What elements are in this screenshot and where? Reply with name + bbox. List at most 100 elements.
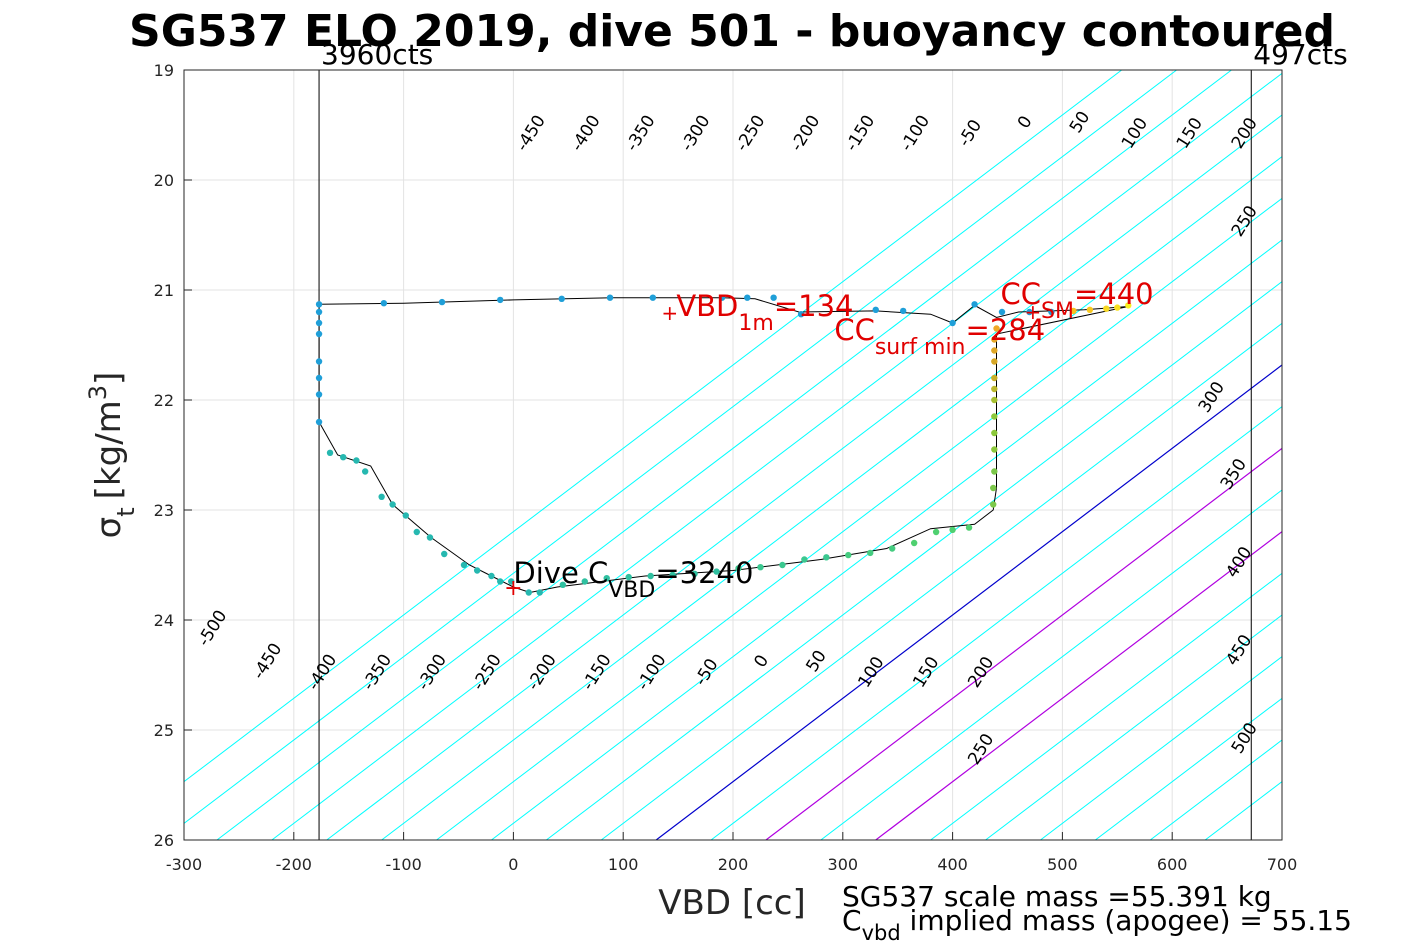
data-point	[991, 396, 998, 404]
buoyancy-contours	[184, 70, 1282, 840]
x-tick-label: 700	[1267, 855, 1298, 874]
data-point	[525, 589, 532, 596]
data-point	[889, 545, 896, 552]
data-point	[801, 556, 808, 563]
y-tick-label: 24	[154, 611, 174, 630]
data-point	[991, 374, 998, 382]
contour-line	[710, 406, 1282, 840]
y-tick-label: 19	[154, 61, 174, 80]
contour-line	[184, 70, 1122, 783]
dive-cvbd-value: =3240	[655, 556, 753, 590]
data-point	[488, 572, 495, 580]
contour-line	[491, 239, 1282, 840]
y-label-close: ]	[89, 372, 129, 385]
data-point	[361, 468, 369, 475]
x-tick-label: 100	[608, 855, 639, 874]
x-axis-label: VBD [cc]	[658, 883, 806, 923]
data-point	[315, 391, 323, 398]
data-point	[1026, 308, 1033, 316]
y-label-sup: 3	[84, 385, 112, 400]
contour-line	[655, 364, 1282, 840]
vbd1m-value: =134	[774, 289, 854, 323]
data-point	[536, 589, 543, 596]
contour-line	[216, 70, 1232, 840]
x-tick-label: 0	[508, 855, 518, 874]
y-axis-label: σt [kg/m3]	[84, 372, 140, 539]
data-point	[991, 468, 998, 475]
data-point	[797, 311, 805, 318]
data-point	[389, 501, 396, 508]
data-point	[315, 319, 323, 327]
data-point	[932, 528, 940, 536]
ccsurf-sub: surf min	[875, 335, 966, 360]
contour-line	[930, 572, 1282, 840]
data-point	[949, 526, 956, 533]
data-point	[1086, 306, 1094, 313]
plus-marker: +	[504, 576, 522, 601]
data-point	[625, 573, 632, 581]
y-label-sub: t	[112, 507, 140, 516]
data-point	[779, 561, 786, 569]
data-point	[508, 578, 515, 585]
data-point	[823, 554, 830, 561]
data-point	[315, 374, 323, 382]
data-point	[1125, 302, 1132, 309]
data-point	[315, 301, 323, 308]
data-point	[460, 561, 468, 569]
data-point	[991, 413, 998, 420]
data-point	[757, 564, 764, 571]
data-point	[497, 578, 504, 585]
data-point	[744, 294, 751, 301]
footer-implied-mass: Cvbd implied mass (apogee) = 55.15	[842, 904, 1352, 945]
data-point	[647, 572, 654, 580]
data-point	[378, 493, 385, 500]
x-tick-label: -100	[385, 855, 421, 874]
data-point	[315, 418, 323, 426]
ccsurf-value: =284	[966, 313, 1046, 347]
data-point	[649, 294, 657, 301]
x-axis-ticks: -300 -200 -100 0 100 200 300 400 500 600 700	[166, 832, 1297, 874]
data-point	[991, 429, 998, 437]
footer-c-sub: vbd	[862, 921, 901, 945]
data-point	[559, 581, 567, 588]
ccsm-value: =440	[1074, 277, 1154, 311]
contour-line	[184, 70, 1177, 824]
data-point	[770, 294, 777, 301]
data-point	[441, 550, 448, 558]
contour-line	[271, 72, 1282, 840]
data-point	[899, 307, 907, 315]
data-point	[991, 347, 998, 354]
data-point	[606, 294, 614, 301]
data-point	[380, 300, 388, 307]
ccsurf-label: CC	[834, 313, 875, 347]
contour-line	[820, 489, 1282, 840]
data-point	[991, 358, 998, 365]
footer-scale-mass: SG537 scale mass =55.391 kg	[842, 880, 1272, 913]
data-point	[713, 568, 720, 575]
trajectory-line	[318, 297, 1129, 594]
contour-line	[546, 281, 1282, 840]
contour-line	[436, 197, 1282, 840]
data-point	[353, 457, 360, 464]
ccsm-label: CC	[1001, 277, 1042, 311]
dive-cvbd-sub: VBD	[608, 578, 655, 603]
data-point	[426, 534, 434, 541]
contour-line	[600, 322, 1282, 840]
y-tick-label: 22	[154, 391, 174, 410]
data-point	[413, 528, 420, 536]
data-point	[326, 449, 334, 456]
y-tick-label: 23	[154, 501, 174, 520]
count-label: 497cts	[1253, 38, 1347, 71]
count-lines: 3960cts 497cts	[318, 38, 1348, 840]
data-point	[867, 549, 874, 557]
ccsurf-annotation: CCsurf min=284	[834, 313, 1045, 360]
vbd1m-label: VBD	[676, 289, 738, 323]
contour-line	[1095, 697, 1282, 840]
x-tick-label: 400	[937, 855, 968, 874]
data-point	[340, 454, 347, 461]
y-tick-label: 25	[154, 721, 174, 740]
data-point	[990, 484, 997, 492]
vbd1m-sub: 1m	[738, 311, 773, 336]
